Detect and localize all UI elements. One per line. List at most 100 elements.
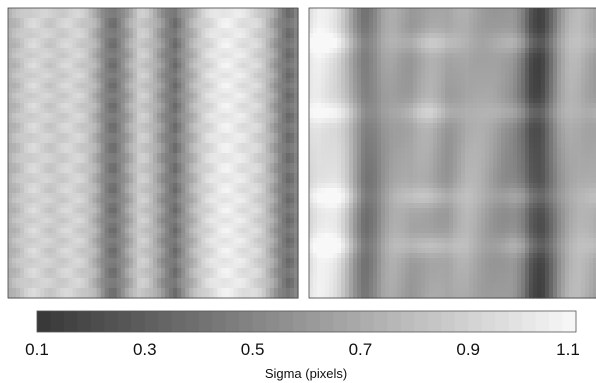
- heatmap-cell: [96, 208, 102, 214]
- heatmap-cell: [521, 18, 526, 24]
- heatmap-cell: [76, 13, 82, 19]
- heatmap-cell: [64, 88, 70, 94]
- heatmap-cell: [177, 223, 182, 229]
- heatmap-cell: [589, 43, 594, 49]
- heatmap-cell: [88, 168, 94, 174]
- heatmap-cell: [265, 203, 271, 209]
- heatmap-cell: [589, 13, 594, 19]
- heatmap-cell: [217, 148, 223, 154]
- heatmap-cell: [477, 33, 482, 39]
- heatmap-cell: [136, 58, 142, 64]
- heatmap-cell: [445, 23, 450, 29]
- heatmap-cell: [40, 163, 45, 169]
- heatmap-cell: [233, 68, 239, 74]
- heatmap-cell: [181, 243, 186, 249]
- heatmap-cell: [161, 98, 166, 104]
- heatmap-cell: [28, 83, 33, 89]
- heatmap-cell: [52, 8, 57, 14]
- heatmap-cell: [84, 63, 90, 69]
- heatmap-cell: [537, 23, 542, 29]
- heatmap-cell: [120, 118, 126, 124]
- heatmap-cell: [229, 68, 235, 74]
- heatmap-cell: [569, 43, 574, 49]
- heatmap-cell: [132, 158, 138, 164]
- heatmap-cell: [253, 263, 259, 269]
- heatmap-cell: [229, 128, 235, 134]
- heatmap-cell: [92, 238, 98, 244]
- heatmap-cell: [32, 83, 37, 89]
- heatmap-cell: [124, 148, 130, 154]
- heatmap-cell: [245, 123, 251, 129]
- heatmap-cell: [20, 28, 25, 34]
- heatmap-cell: [24, 23, 29, 29]
- heatmap-cell: [209, 243, 215, 249]
- heatmap-cell: [269, 103, 275, 109]
- heatmap-cell: [169, 253, 174, 259]
- heatmap-cell: [124, 133, 130, 139]
- heatmap-cell: [24, 183, 29, 189]
- heatmap-cell: [261, 18, 267, 24]
- heatmap-cell: [289, 138, 295, 144]
- heatmap-cell: [76, 133, 82, 139]
- heatmap-cell: [20, 238, 25, 244]
- heatmap-cell: [185, 243, 190, 249]
- heatmap-cell: [153, 38, 158, 44]
- heatmap-cell: [68, 148, 74, 154]
- heatmap-cell: [213, 213, 219, 219]
- heatmap-cell: [197, 113, 202, 119]
- heatmap-cell: [8, 98, 13, 104]
- heatmap-cell: [100, 178, 106, 184]
- heatmap-cell: [84, 103, 90, 109]
- heatmap-cell: [177, 93, 182, 99]
- heatmap-cell: [100, 203, 106, 209]
- heatmap-cell: [136, 218, 142, 224]
- heatmap-cell: [217, 118, 223, 124]
- heatmap-cell: [197, 198, 202, 204]
- heatmap-cell: [513, 23, 518, 29]
- heatmap-cell: [585, 33, 590, 39]
- heatmap-cell: [201, 243, 206, 249]
- heatmap-cell: [148, 198, 154, 204]
- heatmap-cell: [269, 233, 275, 239]
- heatmap-cell: [221, 238, 227, 244]
- heatmap-cell: [585, 48, 590, 54]
- heatmap-cell: [136, 148, 142, 154]
- heatmap-cell: [28, 118, 33, 124]
- heatmap-cell: [281, 23, 287, 29]
- heatmap-cell: [36, 193, 41, 199]
- heatmap-cell: [28, 263, 33, 269]
- heatmap-cell: [64, 63, 70, 69]
- heatmap-cell: [261, 248, 267, 254]
- heatmap-cell: [56, 288, 61, 294]
- heatmap-cell: [241, 223, 247, 229]
- heatmap-cell: [189, 258, 194, 264]
- heatmap-cell: [148, 23, 154, 29]
- heatmap-cell: [169, 163, 174, 169]
- heatmap-cell: [433, 28, 438, 34]
- heatmap-cell: [12, 63, 17, 69]
- heatmap-cell: [197, 268, 202, 274]
- heatmap-cell: [64, 98, 70, 104]
- heatmap-cell: [88, 93, 94, 99]
- heatmap-cell: [8, 83, 13, 89]
- heatmap-cell: [225, 273, 231, 279]
- heatmap-cell: [100, 228, 106, 234]
- heatmap-cell: [124, 283, 130, 289]
- heatmap-cell: [96, 278, 102, 284]
- heatmap-cell: [92, 213, 98, 219]
- heatmap-cell: [261, 253, 267, 259]
- heatmap-cell: [461, 53, 466, 59]
- heatmap-cell: [48, 123, 53, 129]
- heatmap-cell: [357, 8, 362, 14]
- heatmap-cell: [437, 33, 442, 39]
- heatmap-cell: [509, 13, 514, 19]
- heatmap-cell: [112, 28, 118, 34]
- heatmap-cell: [209, 248, 215, 254]
- heatmap-cell: [225, 223, 231, 229]
- heatmap-cell: [28, 243, 33, 249]
- heatmap-cell: [56, 223, 61, 229]
- heatmap-cell: [20, 258, 25, 264]
- heatmap-cell: [365, 58, 370, 64]
- heatmap-cell: [148, 143, 154, 149]
